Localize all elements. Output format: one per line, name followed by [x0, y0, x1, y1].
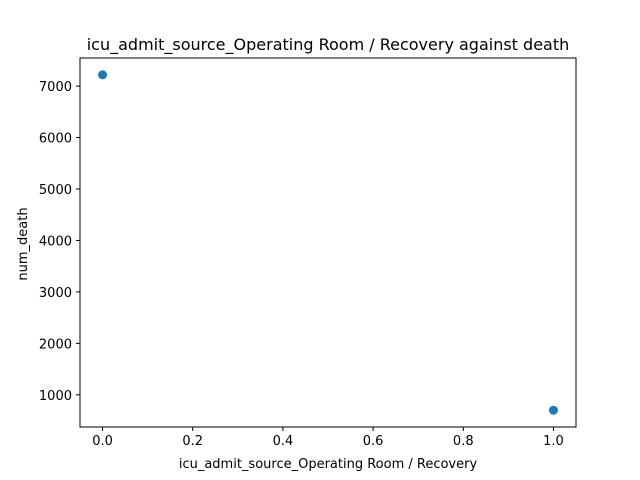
chart-title: icu_admit_source_Operating Room / Recove…	[87, 35, 570, 55]
plot-area: 0.0 0.2 0.4 0.6 0.8 1.0 1000 2000 3000 4000 5000 60…	[39, 57, 577, 449]
y-tick-label: 4000	[39, 234, 72, 249]
x-tick-label: 0.2	[182, 434, 203, 449]
y-tick-label: 1000	[39, 389, 72, 404]
x-tick-label: 1.0	[543, 434, 564, 449]
x-tick-label: 0.4	[273, 434, 294, 449]
y-tick-label: 7000	[39, 80, 72, 95]
y-tick-label: 2000	[39, 337, 72, 352]
data-point	[98, 70, 108, 80]
x-tick-label: 0.8	[453, 434, 474, 449]
data-point	[548, 405, 558, 415]
y-tick-label: 3000	[39, 286, 72, 301]
y-tick-label: 5000	[39, 183, 72, 198]
x-tick-label: 0.0	[92, 434, 113, 449]
y-axis-label: num_death	[16, 207, 31, 280]
x-tick-label: 0.6	[363, 434, 384, 449]
axes-frame	[79, 57, 577, 428]
y-tick-label: 6000	[39, 132, 72, 147]
x-axis-label: icu_admit_source_Operating Room / Recove…	[179, 457, 478, 472]
